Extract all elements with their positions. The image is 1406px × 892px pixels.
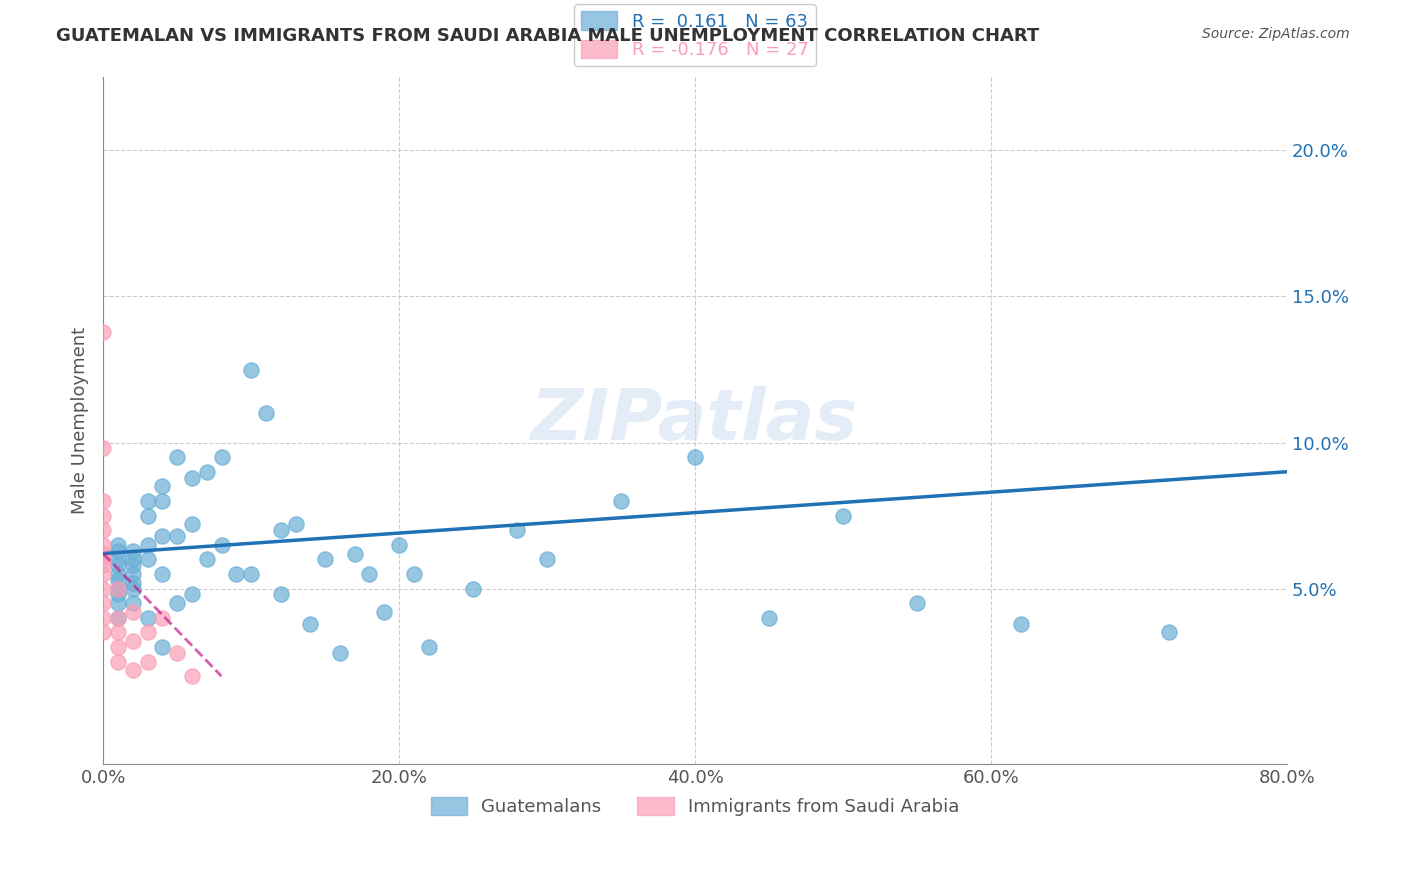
Point <box>402 566 425 581</box>
Point <box>121 582 143 596</box>
Point <box>150 640 173 654</box>
Point <box>150 529 173 543</box>
Point <box>107 582 129 596</box>
Point <box>343 547 366 561</box>
Point <box>107 552 129 566</box>
Point <box>136 552 159 566</box>
Point <box>270 587 292 601</box>
Point <box>758 611 780 625</box>
Point <box>91 325 114 339</box>
Point <box>314 552 336 566</box>
Point <box>91 538 114 552</box>
Point <box>121 552 143 566</box>
Point <box>91 582 114 596</box>
Point <box>121 664 143 678</box>
Point <box>299 616 322 631</box>
Point <box>832 508 855 523</box>
Point <box>388 538 411 552</box>
Point <box>373 605 395 619</box>
Point <box>121 543 143 558</box>
Point <box>136 508 159 523</box>
Text: GUATEMALAN VS IMMIGRANTS FROM SAUDI ARABIA MALE UNEMPLOYMENT CORRELATION CHART: GUATEMALAN VS IMMIGRANTS FROM SAUDI ARAB… <box>56 27 1039 45</box>
Point <box>107 566 129 581</box>
Point <box>107 640 129 654</box>
Point <box>211 450 233 464</box>
Point <box>121 605 143 619</box>
Point <box>121 566 143 581</box>
Point <box>91 558 114 573</box>
Point <box>211 538 233 552</box>
Point <box>91 442 114 456</box>
Point <box>461 582 484 596</box>
Point <box>107 625 129 640</box>
Point <box>683 450 706 464</box>
Point <box>121 596 143 610</box>
Point <box>284 517 307 532</box>
Point <box>107 558 129 573</box>
Point <box>240 362 263 376</box>
Point <box>91 547 114 561</box>
Point <box>107 596 129 610</box>
Point <box>905 596 928 610</box>
Point <box>1010 616 1032 631</box>
Point <box>150 494 173 508</box>
Point <box>506 523 529 537</box>
Point <box>270 523 292 537</box>
Point <box>121 634 143 648</box>
Point <box>166 450 188 464</box>
Point <box>610 494 633 508</box>
Text: ZIPatlas: ZIPatlas <box>531 386 859 455</box>
Point <box>166 529 188 543</box>
Point <box>107 655 129 669</box>
Point <box>107 611 129 625</box>
Y-axis label: Male Unemployment: Male Unemployment <box>72 327 89 514</box>
Point <box>91 625 114 640</box>
Point <box>536 552 558 566</box>
Point <box>418 640 440 654</box>
Point <box>107 611 129 625</box>
Legend: Guatemalans, Immigrants from Saudi Arabia: Guatemalans, Immigrants from Saudi Arabi… <box>423 789 967 823</box>
Point <box>180 517 202 532</box>
Point <box>329 646 352 660</box>
Point <box>136 625 159 640</box>
Point <box>180 669 202 683</box>
Text: Source: ZipAtlas.com: Source: ZipAtlas.com <box>1202 27 1350 41</box>
Point <box>121 575 143 590</box>
Point <box>254 406 277 420</box>
Point <box>150 611 173 625</box>
Point <box>240 566 263 581</box>
Point <box>107 538 129 552</box>
Point <box>166 646 188 660</box>
Point <box>195 465 218 479</box>
Point <box>91 552 114 566</box>
Point <box>107 582 129 596</box>
Point <box>121 558 143 573</box>
Point <box>136 611 159 625</box>
Point <box>1157 625 1180 640</box>
Point <box>136 538 159 552</box>
Point <box>150 566 173 581</box>
Point <box>180 470 202 484</box>
Point <box>91 523 114 537</box>
Point <box>91 494 114 508</box>
Point <box>180 587 202 601</box>
Point <box>91 596 114 610</box>
Point <box>136 494 159 508</box>
Point <box>195 552 218 566</box>
Point <box>359 566 381 581</box>
Point <box>225 566 247 581</box>
Point <box>107 587 129 601</box>
Point <box>150 479 173 493</box>
Point <box>107 543 129 558</box>
Point <box>91 611 114 625</box>
Point <box>91 566 114 581</box>
Point <box>91 508 114 523</box>
Point <box>107 573 129 587</box>
Point <box>166 596 188 610</box>
Point <box>136 655 159 669</box>
